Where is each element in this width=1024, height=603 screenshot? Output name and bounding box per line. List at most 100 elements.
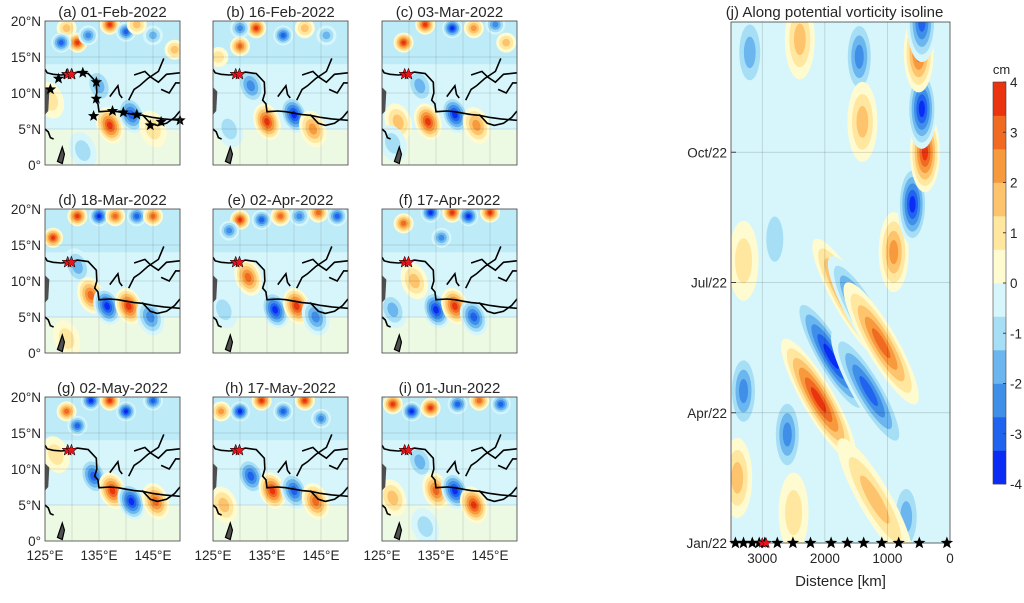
axes-frame: [212, 396, 349, 542]
land: [393, 145, 403, 165]
highlight-station-star: [402, 255, 415, 268]
contour-level: [64, 408, 70, 414]
contour-level: [428, 405, 433, 410]
axes-frame: [44, 208, 181, 354]
contour-level: [502, 38, 511, 47]
contour-level: [302, 398, 307, 403]
map-panel-d: (d) 18-Mar-2022 0° 5°N 10°N 15°N 20°N: [11, 192, 181, 361]
colorbar-tick-label: 2: [1010, 176, 1018, 191]
coastline: [464, 434, 502, 477]
coastline: [328, 270, 348, 283]
station-star: [875, 536, 888, 549]
coastline: [309, 486, 348, 503]
station-star: [106, 105, 119, 116]
contour-level: [782, 422, 792, 447]
land: [56, 333, 66, 353]
coastline: [45, 128, 54, 140]
land: [213, 87, 218, 115]
contour-level: [387, 302, 399, 318]
xtick-label: 145°E: [472, 548, 509, 563]
panel-title: (h) 17-May-2022: [225, 380, 336, 397]
contour-level: [107, 398, 112, 403]
contour-level: [425, 118, 431, 126]
coastline: [213, 256, 348, 310]
contour-level: [735, 238, 753, 284]
coastline: [497, 270, 517, 283]
station-star: [746, 536, 759, 549]
coastline: [277, 271, 291, 287]
contour-level: [318, 415, 324, 422]
ytick-label: 10°N: [11, 274, 41, 289]
contour-level: [856, 106, 869, 138]
contour-level: [450, 210, 455, 215]
xtick-label: 135°E: [81, 548, 118, 563]
contour-level: [315, 210, 321, 216]
coastline: [127, 246, 165, 289]
coastline: [133, 258, 180, 272]
ytick-label: 10°N: [11, 86, 41, 101]
ytick-label: 5°N: [18, 310, 41, 325]
coastline: [382, 68, 517, 122]
contour-level: [246, 80, 255, 92]
land: [56, 145, 66, 165]
land: [382, 463, 387, 491]
contour-level: [128, 497, 135, 506]
coastline: [133, 446, 180, 460]
contour-level: [96, 214, 102, 219]
contour-level: [62, 24, 71, 33]
contour-level: [408, 273, 420, 289]
coastline: [478, 298, 517, 315]
station-star: [786, 536, 800, 549]
panel-title: (i) 01-Jun-2022: [399, 380, 501, 397]
coastline: [478, 486, 517, 503]
contour-level: [146, 311, 155, 323]
coastline: [295, 58, 333, 101]
coastline: [127, 434, 165, 477]
sla-field: [213, 21, 348, 165]
panel-title: (g) 02-May-2022: [57, 380, 168, 397]
contour-level: [221, 118, 237, 140]
axes-frame: [44, 396, 181, 542]
contour-level: [213, 51, 225, 63]
contour-level: [237, 43, 243, 49]
colorbar-segment: [993, 115, 1006, 150]
contour-level: [438, 234, 445, 241]
coastline: [464, 246, 502, 289]
highlight-station-star: [233, 443, 246, 456]
contour-level: [300, 24, 309, 33]
coastline: [45, 504, 54, 516]
colorbar-segment: [993, 316, 1006, 351]
coastline: [295, 246, 333, 289]
contour-level: [423, 22, 428, 27]
map-panel-b: (b) 16-Feb-2022: [212, 4, 349, 166]
coastline: [464, 58, 502, 101]
contour-level: [259, 217, 265, 223]
contour-level: [254, 26, 259, 31]
contour-level: [401, 40, 406, 45]
contour-level: [498, 401, 504, 407]
coastline: [470, 70, 517, 84]
contour-level: [470, 501, 477, 509]
contour-level: [470, 25, 477, 32]
contour-level: [237, 409, 243, 414]
xtick-label: 135°E: [418, 548, 455, 563]
contour-level: [247, 471, 255, 481]
panel-title: (d) 18-Mar-2022: [58, 192, 166, 209]
contour-level: [487, 210, 493, 215]
sla-field: [45, 397, 180, 541]
coastline: [133, 70, 180, 84]
contour-level: [132, 21, 141, 29]
contour-level: [823, 343, 839, 369]
map-panel-i: (i) 01-Jun-2022 125°E 135°E 145°E: [364, 380, 518, 563]
sla-field: [213, 209, 348, 353]
ytick-label: Jul/22: [691, 276, 727, 291]
land: [382, 275, 387, 303]
coastline: [301, 258, 348, 272]
highlight-station-star: [65, 67, 78, 80]
station-star: [90, 92, 102, 104]
contour-level: [466, 214, 471, 219]
coastline: [470, 446, 517, 460]
contour-level: [75, 40, 80, 45]
station-star: [804, 536, 817, 549]
coastline: [213, 128, 222, 140]
